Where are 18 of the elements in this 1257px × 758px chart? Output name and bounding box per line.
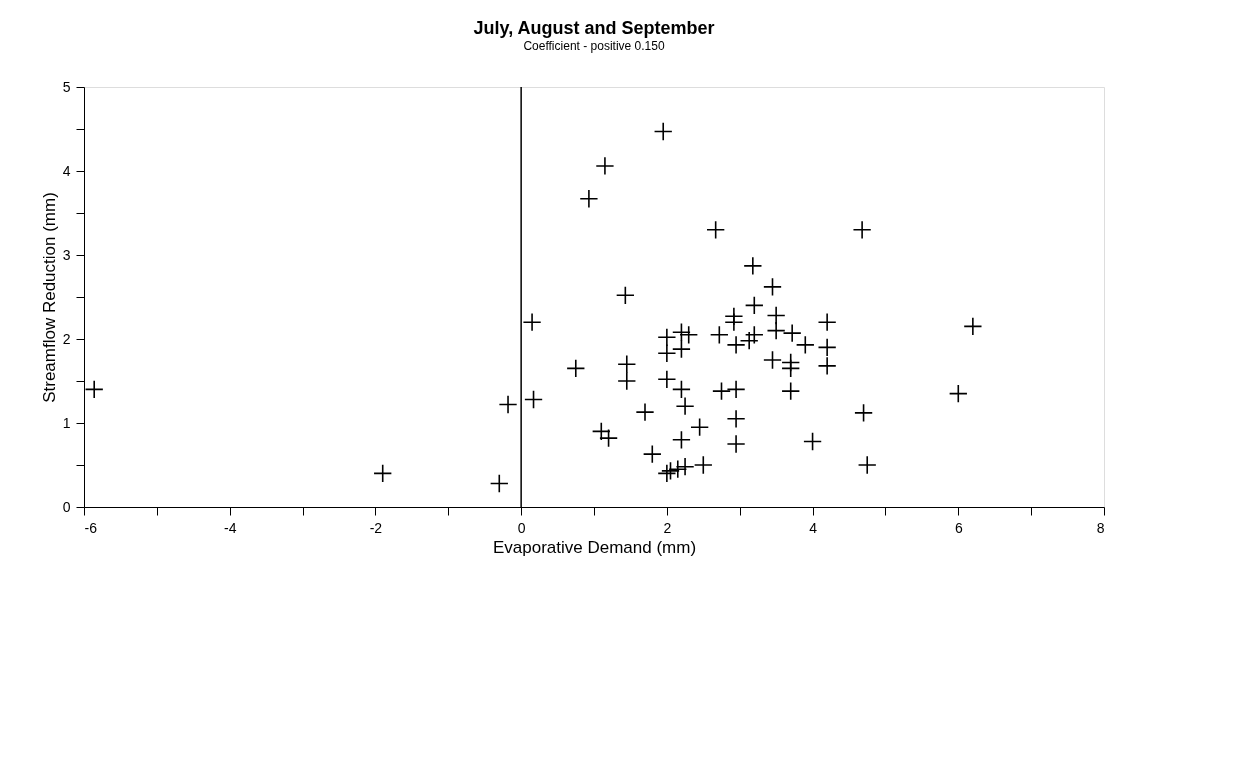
y-tick-label: 0 xyxy=(62,498,71,515)
x-tick-label: -2 xyxy=(369,519,383,536)
x-tick-label: 0 xyxy=(517,519,526,536)
y-tick-label: 5 xyxy=(62,78,71,95)
x-tick-label: -4 xyxy=(223,519,237,536)
x-tick-label: 6 xyxy=(954,519,963,536)
y-tick-label: 2 xyxy=(62,330,71,347)
y-tick-label: 4 xyxy=(62,162,71,179)
y-tick-label: 3 xyxy=(62,246,71,263)
x-tick-label: -6 xyxy=(84,519,98,536)
chart-title: July, August and September xyxy=(473,18,715,38)
x-tick-label: 2 xyxy=(663,519,672,536)
y-tick-label: 1 xyxy=(62,414,71,431)
x-tick-label: 4 xyxy=(809,519,818,536)
y-axis-title: Streamflow Reduction (mm) xyxy=(39,192,59,403)
x-axis-title: Evaporative Demand (mm) xyxy=(492,537,697,557)
chart-subtitle: Coefficient - positive 0.150 xyxy=(523,39,665,53)
x-tick-label: 8 xyxy=(1096,519,1105,536)
